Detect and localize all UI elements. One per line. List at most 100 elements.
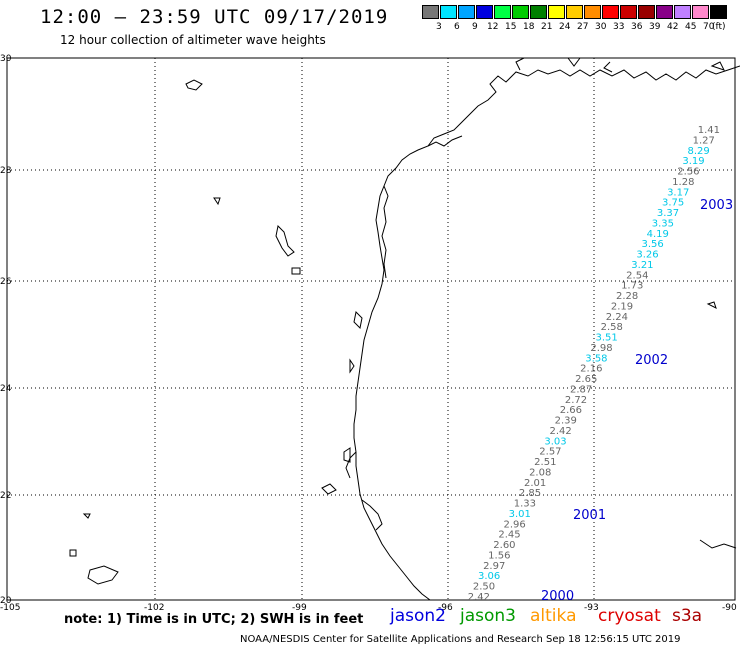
- swh-value: 2.56: [677, 167, 699, 178]
- colorbar-label: 24: [559, 22, 571, 32]
- swh-value: 2.45: [498, 530, 520, 541]
- swh-value: 2.51: [534, 457, 556, 468]
- colorbar-unit: (ft): [712, 22, 726, 32]
- swh-value: 2.72: [565, 395, 587, 406]
- colorbar-label: 70: [703, 22, 715, 32]
- colorbar-swatch: [476, 5, 493, 19]
- colorbar-swatch: [440, 5, 457, 19]
- swh-value: 2.85: [519, 488, 541, 499]
- colorbar-label: 15: [505, 22, 517, 32]
- swh-value: 2.65: [575, 374, 597, 385]
- colorbar-swatch: [692, 5, 709, 19]
- swh-value: 1.27: [693, 135, 715, 146]
- swh-value: 8.29: [688, 146, 710, 157]
- colorbar-label: 18: [523, 22, 535, 32]
- lon-label-93: -93: [584, 603, 599, 613]
- swh-value: 3.17: [667, 187, 689, 198]
- lat-label-24: 24: [0, 384, 12, 394]
- colorbar-swatch: [548, 5, 565, 19]
- swh-value: 3.26: [636, 250, 658, 261]
- satellite-jason2: jason2: [390, 606, 446, 626]
- swh-value: 3.75: [662, 198, 684, 209]
- colorbar-swatch: [584, 5, 601, 19]
- colorbar-label: 27: [577, 22, 589, 32]
- satellite-altika: altika: [530, 606, 577, 626]
- footer-note: note: 1) Time is in UTC; 2) SWH is in fe…: [64, 612, 364, 627]
- swh-value: 3.01: [509, 509, 531, 520]
- map-subtitle: 12 hour collection of altimeter wave hei…: [60, 33, 326, 47]
- altimeter-track: 1.411.278.293.192.561.283.173.753.373.35…: [468, 125, 720, 603]
- swh-value: 2.87: [570, 384, 592, 395]
- pass-label: 2003: [700, 198, 733, 213]
- colorbar-label: 12: [487, 22, 499, 32]
- colorbar-label: 36: [631, 22, 643, 32]
- swh-value: 2.66: [560, 405, 582, 416]
- swh-value: 2.42: [550, 426, 572, 437]
- swh-value: 2.24: [606, 312, 628, 323]
- swh-value: 1.33: [514, 499, 536, 510]
- coastline: [345, 57, 740, 601]
- swh-value: 3.19: [682, 156, 704, 167]
- colorbar-swatch: [656, 5, 673, 19]
- swh-value: 3.58: [585, 353, 607, 364]
- swh-value: 3.51: [596, 333, 618, 344]
- colorbar-label: 6: [454, 22, 460, 32]
- colorbar-swatch: [530, 5, 547, 19]
- colorbar-label: 9: [472, 22, 478, 32]
- lon-label-105: -105: [0, 603, 20, 613]
- lon-label-102: -102: [144, 603, 164, 613]
- colorbar-label: 42: [667, 22, 679, 32]
- lat-label-30: 30: [0, 54, 12, 64]
- swh-value: 2.54: [626, 270, 648, 281]
- swh-value: 2.28: [616, 291, 638, 302]
- colorbar-label: 3: [436, 22, 442, 32]
- colorbar-swatch: [566, 5, 583, 19]
- swh-value: 1.56: [488, 550, 510, 561]
- map-frame: [6, 57, 736, 601]
- colorbar-label: 30: [595, 22, 607, 32]
- lat-label-22: 22: [0, 491, 11, 501]
- swh-value: 2.98: [590, 343, 612, 354]
- swh-value: 3.35: [652, 218, 674, 229]
- colorbar-swatch: [512, 5, 529, 19]
- satellite-jason3: jason3: [460, 606, 516, 626]
- colorbar-label: 33: [613, 22, 625, 32]
- swh-value: 2.19: [611, 301, 633, 312]
- lon-label-90: -90: [722, 603, 737, 613]
- satellite-cryosat: cryosat: [598, 606, 661, 626]
- pass-label: 2002: [635, 353, 668, 368]
- swh-value: 2.39: [555, 416, 577, 427]
- swh-value: 2.57: [539, 447, 561, 458]
- map-title: 12:00 – 23:59 UTC 09/17/2019: [40, 6, 389, 28]
- swh-value: 3.03: [544, 436, 566, 447]
- satellite-s3a: s3a: [672, 606, 703, 626]
- swh-value: 1.28: [672, 177, 694, 188]
- swh-value: 2.08: [529, 467, 551, 478]
- colorbar-swatch: [674, 5, 691, 19]
- lon-label-96: -96: [438, 603, 453, 613]
- credit-line: NOAA/NESDIS Center for Satellite Applica…: [240, 634, 681, 645]
- swh-value: 2.42: [468, 592, 490, 603]
- lat-label-28: 28: [0, 166, 12, 176]
- lat-label-20: 20: [0, 596, 12, 606]
- swh-value: 2.16: [580, 364, 602, 375]
- axis-labels: 30 28 26 24 22 20 -105 -102 -99 -96 -93 …: [0, 54, 737, 613]
- colorbar-label: 45: [685, 22, 697, 32]
- colorbar-swatch: [620, 5, 637, 19]
- colorbar: [422, 5, 728, 19]
- colorbar-swatch: [422, 5, 439, 19]
- swh-value: 2.97: [483, 561, 505, 572]
- swh-value: 2.60: [493, 540, 515, 551]
- swh-value: 3.56: [642, 239, 664, 250]
- colorbar-label: 21: [541, 22, 553, 32]
- swh-value: 2.50: [473, 582, 495, 593]
- colorbar-swatch: [494, 5, 511, 19]
- pass-label: 2001: [573, 508, 606, 523]
- colorbar-swatch: [458, 5, 475, 19]
- swh-value: 3.21: [631, 260, 653, 271]
- swh-value: 2.58: [601, 322, 623, 333]
- lon-label-99: -99: [292, 603, 307, 613]
- swh-value: 1.73: [621, 281, 643, 292]
- colorbar-swatch: [710, 5, 727, 19]
